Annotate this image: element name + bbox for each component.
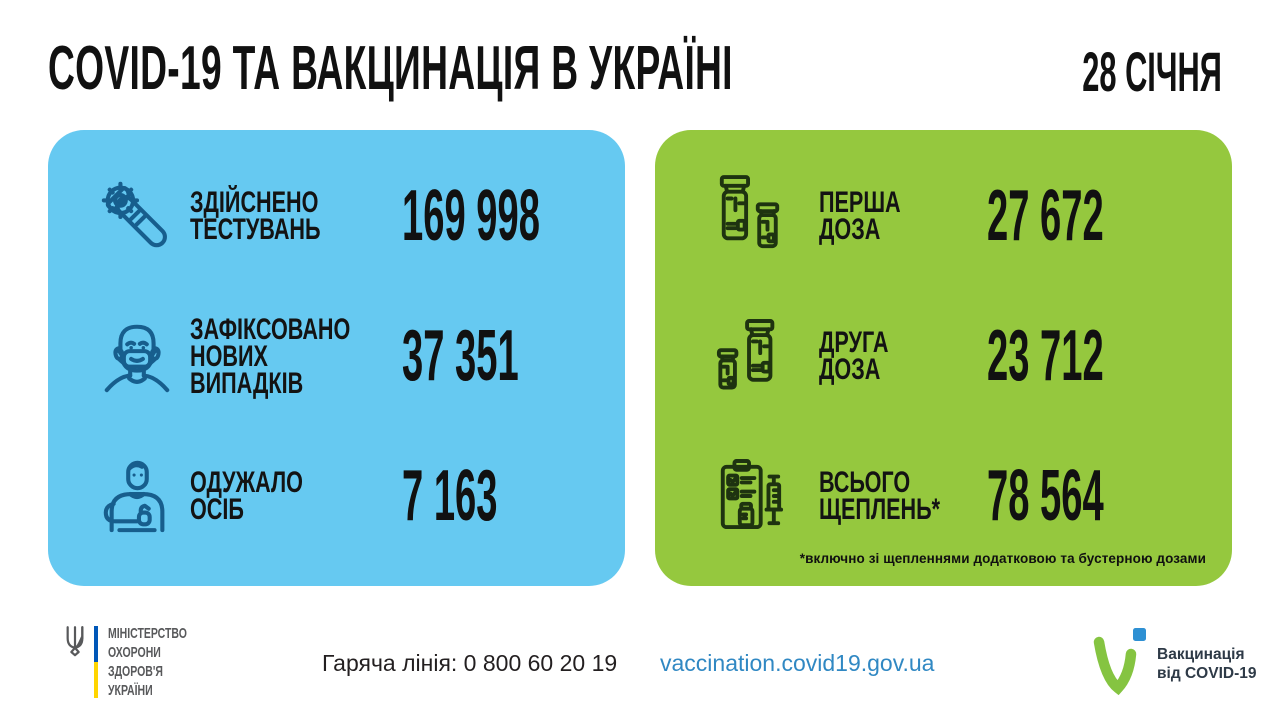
ministry-line: МІНІСТЕРСТВО	[107, 625, 187, 642]
logo-line-2: від COVID-19	[1157, 665, 1257, 682]
logo-line-1: Вакцинація	[1157, 646, 1245, 663]
vaccination-logo-text: Вакцинація від COVID-19	[1157, 645, 1256, 698]
trident-icon	[66, 626, 84, 657]
ministry-line: ОХОРОНИ	[107, 644, 161, 661]
ministry-logo: МІНІСТЕРСТВО ОХОРОНИ ЗДОРОВ'Я УКРАЇНИ	[64, 620, 220, 700]
stat-value: 7 163	[402, 456, 498, 536]
stat-label: ОДУЖАЛО ОСІБ	[190, 466, 303, 526]
stat-value: 78 564	[987, 456, 1104, 536]
page-title: COVID-19 ТА ВАКЦИНАЦІЯ В УКРАЇНІ	[48, 34, 733, 103]
ministry-name: МІНІСТЕРСТВО ОХОРОНИ ЗДОРОВ'Я УКРАЇНИ	[108, 624, 221, 700]
recovered-row: ОДУЖАЛО ОСІБ 7 163	[98, 426, 625, 566]
stat-label: ВСЬОГО ЩЕПЛЕНЬ*	[819, 466, 941, 526]
stat-label: ЗДІЙСНЕНО ТЕСТУВАНЬ	[190, 186, 321, 246]
total-vaccinations-row: ВСЬОГО ЩЕПЛЕНЬ* 78 564	[715, 426, 1232, 566]
stat-value: 27 672	[987, 176, 1104, 256]
masked-person-icon	[98, 313, 190, 399]
vaccination-url-link[interactable]: vaccination.covid19.gov.ua	[660, 650, 935, 676]
hotline-label: Гаряча лінія: 0 800 60 20 19	[322, 650, 618, 676]
stat-value: 169 998	[402, 176, 540, 256]
ministry-line: ЗДОРОВ'Я	[107, 663, 163, 680]
stat-label: ДРУГА ДОЗА	[819, 326, 889, 386]
vaccination-v-icon	[1093, 628, 1146, 696]
first-dose-row: ПЕРША ДОЗА 27 672	[715, 146, 1232, 286]
tests-row: ЗДІЙСНЕНО ТЕСТУВАНЬ 169 998	[98, 146, 625, 286]
recovered-person-icon	[98, 453, 190, 539]
date-label: 28 СІЧНЯ	[1082, 40, 1222, 103]
vaccination-campaign-logo: Вакцинація від COVID-19	[1090, 626, 1256, 698]
new-cases-row: ЗАФІКСОВАНО НОВИХ ВИПАДКІВ 37 351	[98, 286, 625, 426]
stat-label: ПЕРША ДОЗА	[819, 186, 901, 246]
testing-card: ЗДІЙСНЕНО ТЕСТУВАНЬ 169 998	[48, 130, 625, 586]
second-dose-row: ДРУГА ДОЗА 23 712	[715, 286, 1232, 426]
stat-value: 37 351	[402, 316, 519, 396]
ministry-line: УКРАЇНИ	[107, 682, 153, 699]
booster-footnote: *включно зі щепленнями додатковою та бус…	[799, 551, 1206, 566]
vaccination-checklist-syringe-icon	[715, 449, 819, 543]
vaccination-card: ПЕРША ДОЗА 27 672	[655, 130, 1232, 586]
stat-label: ЗАФІКСОВАНО НОВИХ ВИПАДКІВ	[190, 312, 351, 400]
second-dose-vials-icon	[715, 309, 819, 403]
test-tube-virus-icon	[98, 173, 190, 259]
first-dose-vials-icon	[715, 169, 819, 263]
stat-value: 23 712	[987, 316, 1104, 396]
flag-bar	[94, 626, 98, 698]
